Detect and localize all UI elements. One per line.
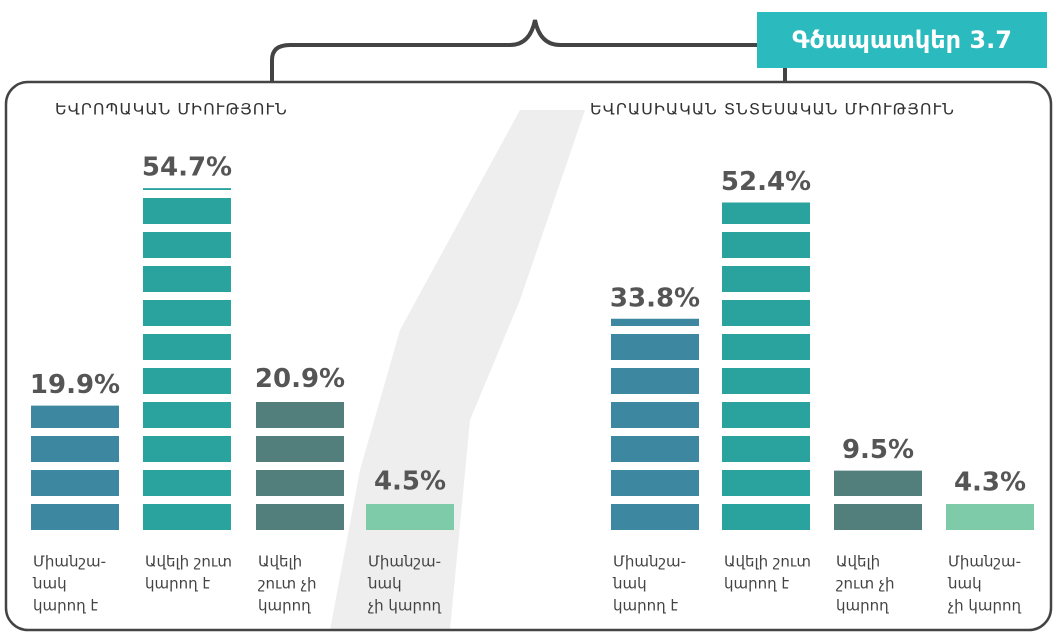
category-label: կարող [836, 597, 889, 615]
panel-frame [4, 80, 1053, 632]
panel-title: ԵՎՐԱՍԻԱԿԱՆ ՏՆՏԵՍԱԿԱՆ ՄԻՈՒԹՅՈՒՆ [590, 100, 955, 119]
category-label: կարող է [613, 597, 678, 615]
badge-box [757, 12, 1047, 68]
bar [834, 470, 922, 530]
category-label: կարող է [145, 575, 210, 593]
category-label: Միանշա- [368, 553, 441, 571]
category-label: Ավելի շուտ [724, 553, 811, 571]
category-label: նակ [32, 575, 67, 593]
value-label: 4.5% [374, 466, 446, 496]
brace [270, 19, 787, 82]
bar [366, 501, 454, 530]
category-label: նակ [367, 575, 402, 593]
category-label: կարող է [724, 575, 789, 593]
category-label: Միանշա- [613, 553, 686, 571]
category-label: չի կարող [948, 597, 1021, 615]
bar [256, 399, 344, 530]
category-label: շուտ չի [258, 575, 316, 593]
value-label: 20.9% [255, 364, 345, 394]
bar [611, 318, 699, 530]
value-label: 9.5% [842, 435, 914, 465]
category-label: չի կարող [368, 597, 441, 615]
bar [31, 405, 119, 530]
value-label: 52.4% [721, 167, 811, 197]
category-label: կարող [258, 597, 311, 615]
value-label: 33.8% [610, 283, 700, 313]
category-label: նակ [612, 575, 647, 593]
category-label: Ավելի [836, 553, 880, 571]
bar [946, 503, 1034, 530]
panel-title: ԵՎՐՈՊԱԿԱՆ ՄԻՈՒԹՅՈՒՆ [55, 100, 288, 119]
value-label: 4.3% [954, 468, 1026, 498]
category-label: շուտ չի [836, 575, 894, 593]
category-label: Ավելի շուտ [145, 553, 232, 571]
category-label: Միանշա- [33, 553, 106, 571]
background-silhouette [330, 110, 585, 630]
value-label: 19.9% [30, 370, 120, 400]
value-label: 54.7% [142, 153, 232, 183]
badge: Գծապատկեր 3.7 [792, 26, 1012, 54]
bar [722, 202, 810, 530]
category-label: կարող է [33, 597, 98, 615]
category-label: Ավելի [258, 553, 302, 571]
category-label: Միանշա- [948, 553, 1021, 571]
category-label: նակ [947, 575, 982, 593]
bar [143, 188, 231, 530]
